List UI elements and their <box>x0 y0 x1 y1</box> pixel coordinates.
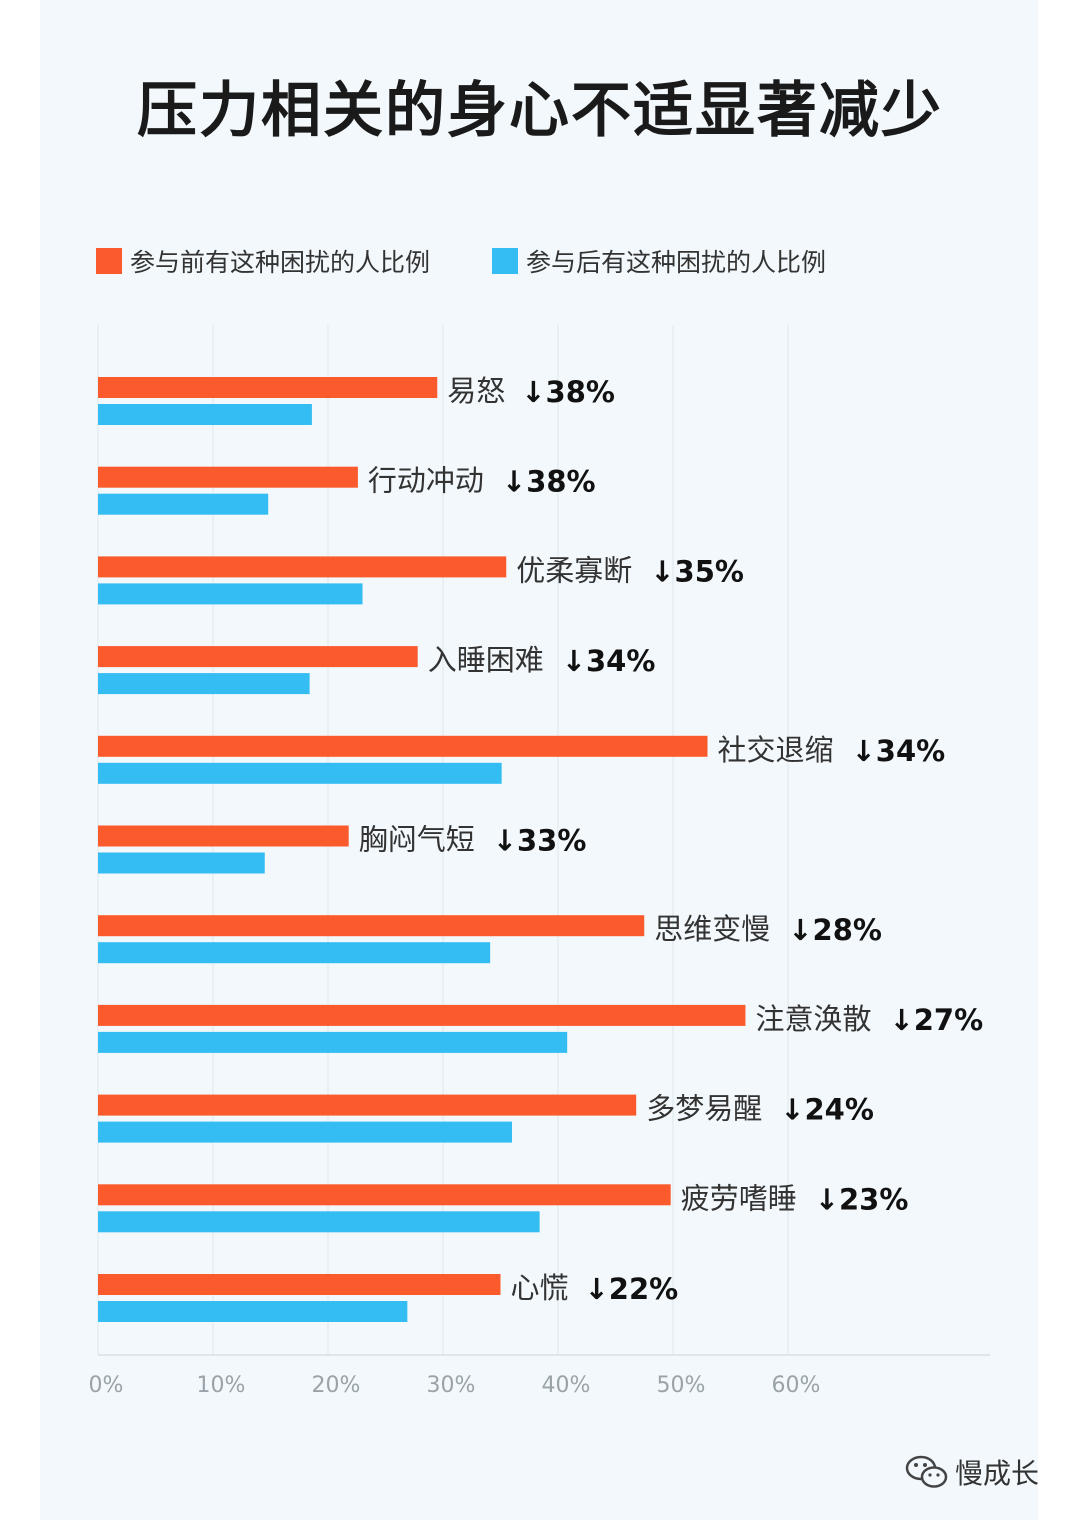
x-tick-label: 50% <box>657 1373 706 1398</box>
legend-item-before: 参与前有这种困扰的人比例 <box>96 246 431 277</box>
reduction-label: ↓23% <box>815 1182 909 1216</box>
reduction-label: ↓38% <box>521 375 615 409</box>
category-label: 优柔寡断 <box>516 553 632 587</box>
bar-before <box>98 1184 671 1206</box>
bar-after <box>98 1211 540 1233</box>
watermark-text: 慢成长 <box>955 1457 1040 1490</box>
bar-before <box>98 825 349 847</box>
reduction-label: ↓35% <box>650 554 744 588</box>
reduction-label: ↓27% <box>889 1003 983 1037</box>
bar-after <box>98 852 265 874</box>
x-tick-label: 30% <box>427 1373 476 1398</box>
reduction-label: ↓22% <box>585 1272 679 1306</box>
bar-before <box>98 1094 637 1116</box>
x-tick-label: 10% <box>197 1373 246 1398</box>
category-label: 思维变慢 <box>654 912 770 946</box>
x-tick-label: 20% <box>312 1373 361 1398</box>
bar-after <box>98 762 502 784</box>
reduction-label: ↓28% <box>788 913 882 947</box>
bar-after <box>98 1121 512 1143</box>
x-tick-label: 0% <box>89 1373 124 1398</box>
reduction-label: ↓34% <box>852 734 946 768</box>
reduction-label: ↓24% <box>780 1093 874 1127</box>
legend-label-after: 参与后有这种困扰的人比例 <box>526 248 827 277</box>
bar-before <box>98 556 507 578</box>
legend-swatch-before <box>96 248 122 274</box>
legend-swatch-after <box>492 248 518 274</box>
bar-after <box>98 942 491 964</box>
bar-before <box>98 377 438 398</box>
category-label: 疲劳嗜睡 <box>681 1181 797 1215</box>
category-label: 易怒 <box>447 374 505 408</box>
wechat-icon <box>905 1455 948 1488</box>
bar-before <box>98 646 418 668</box>
category-label: 社交退缩 <box>718 733 834 767</box>
category-label: 心慌 <box>511 1271 569 1305</box>
bar-after <box>98 673 310 695</box>
category-label: 多梦易醒 <box>646 1092 762 1126</box>
x-tick-label: 60% <box>772 1373 821 1398</box>
bar-before <box>98 735 708 757</box>
reduction-label: ↓33% <box>493 824 587 858</box>
category-label: 胸闷气短 <box>359 823 475 857</box>
legend-item-after: 参与后有这种困扰的人比例 <box>492 246 827 277</box>
chart-background <box>40 0 1038 1520</box>
bar-before <box>98 466 358 488</box>
watermark: 慢成长 <box>905 1452 1039 1492</box>
category-label: 行动冲动 <box>368 464 484 498</box>
category-label: 注意涣散 <box>755 1002 871 1036</box>
category-label: 入睡困难 <box>428 643 544 677</box>
chart-title: 压力相关的身心不适显著减少 <box>137 76 943 146</box>
bar-after <box>98 583 363 605</box>
reduction-label: ↓38% <box>502 465 596 499</box>
bar-after <box>98 404 312 425</box>
bar-before <box>98 1004 746 1026</box>
bar-before <box>98 915 645 937</box>
bar-before <box>98 1274 501 1295</box>
x-tick-label: 40% <box>542 1373 591 1398</box>
bar-after <box>98 493 269 515</box>
reduction-label: ↓34% <box>562 644 656 678</box>
bar-after <box>98 1031 568 1053</box>
bar-after <box>98 1301 408 1322</box>
legend-label-before: 参与前有这种困扰的人比例 <box>130 248 431 277</box>
